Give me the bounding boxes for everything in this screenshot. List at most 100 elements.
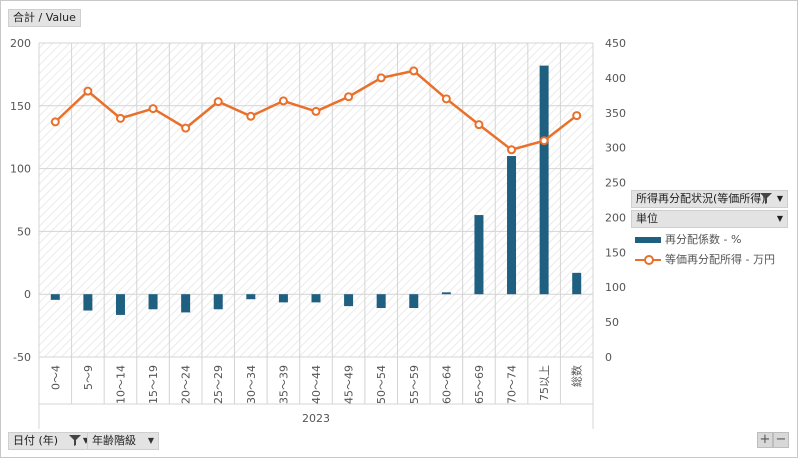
bar[interactable] <box>507 156 517 295</box>
line-point[interactable] <box>572 111 582 121</box>
category-label: 40～44 <box>310 365 323 404</box>
category-label: 60～64 <box>440 365 453 404</box>
left-axis: -50 0 50 100 150 200 <box>10 37 31 364</box>
date-field-label: 日付 (年) <box>13 434 59 447</box>
line-point[interactable] <box>507 145 517 155</box>
category-label: 55～59 <box>408 365 421 404</box>
line-point[interactable] <box>50 117 60 127</box>
category-axis: 0～4 5～9 10～14 15～19 20～24 25～29 30～34 35～39 40～4… <box>49 365 583 404</box>
category-label: 35～39 <box>277 365 290 404</box>
bar[interactable] <box>246 294 256 300</box>
right-axis: 0 50 100 150 200 250 300 350 400 450 <box>605 37 626 364</box>
bar[interactable] <box>539 65 549 295</box>
category-label: 0～4 <box>49 365 62 390</box>
line-point[interactable] <box>474 120 484 130</box>
category-label: 10～14 <box>114 365 127 404</box>
line-point[interactable] <box>344 92 354 102</box>
line-point[interactable] <box>115 113 125 123</box>
right-tick-label: 50 <box>605 316 619 329</box>
left-tick-label: 150 <box>10 100 31 113</box>
legend-field-label: 単位 <box>636 212 658 225</box>
legend: 所得再分配状況(等価所得) ▼ 単位 ▼ 再分配係数 - % 等価再分配所得 -… <box>631 190 788 270</box>
year-label: 2023 <box>302 412 330 425</box>
bar-series <box>50 65 582 315</box>
line-point[interactable] <box>409 66 419 76</box>
bar[interactable] <box>213 294 223 310</box>
bar[interactable] <box>572 272 582 295</box>
bar[interactable] <box>278 294 288 303</box>
right-tick-label: 200 <box>605 211 626 224</box>
line-point[interactable] <box>539 136 549 146</box>
right-tick-label: 450 <box>605 37 626 50</box>
age-field-label: 年齢階級 <box>92 434 136 447</box>
category-label: 5～9 <box>82 365 95 390</box>
bar[interactable] <box>311 294 321 303</box>
category-label: 75以上 <box>538 365 551 401</box>
filter-icon[interactable] <box>69 434 81 451</box>
right-tick-label: 400 <box>605 72 626 85</box>
line-point[interactable] <box>376 73 386 83</box>
left-tick-label: 0 <box>24 288 31 301</box>
line-point[interactable] <box>148 104 158 114</box>
category-label: 20～24 <box>180 365 193 404</box>
category-label: 70～74 <box>506 365 519 404</box>
zoom-in-button[interactable]: + <box>757 432 773 448</box>
value-field-label: 合計 / Value <box>13 11 76 24</box>
line-point[interactable] <box>278 96 288 106</box>
left-tick-label: 50 <box>17 225 31 238</box>
category-label: 総数 <box>570 365 584 387</box>
bar[interactable] <box>181 294 191 313</box>
bar[interactable] <box>344 294 354 307</box>
zoom-out-button[interactable]: − <box>773 432 789 448</box>
line-point[interactable] <box>83 86 93 96</box>
right-tick-label: 100 <box>605 281 626 294</box>
line-point[interactable] <box>181 123 191 133</box>
bar[interactable] <box>474 215 484 295</box>
category-label: 25～29 <box>212 365 225 404</box>
line-series <box>50 66 582 155</box>
right-tick-label: 150 <box>605 246 626 259</box>
left-tick-label: 200 <box>10 37 31 50</box>
chevron-down-icon[interactable]: ▼ <box>147 436 154 445</box>
date-field-button[interactable]: 日付 (年) ▼ <box>8 432 94 450</box>
line-point[interactable] <box>441 94 451 104</box>
bar[interactable] <box>50 294 60 300</box>
age-field-button[interactable]: 年齢階級 ▼ <box>87 432 159 450</box>
bar[interactable] <box>148 294 158 310</box>
line-point[interactable] <box>246 111 256 121</box>
plot-area <box>39 43 593 357</box>
legend-entry-line: 等価再分配所得 - 万円 <box>631 250 788 270</box>
legend-field-unit[interactable]: 単位 ▼ <box>631 210 788 228</box>
gridlines <box>38 42 594 429</box>
bar[interactable] <box>115 294 125 315</box>
right-tick-label: 300 <box>605 142 626 155</box>
legend-field-label: 所得再分配状況(等価所得) <box>636 192 766 205</box>
category-label: 45～49 <box>343 365 356 404</box>
right-tick-label: 250 <box>605 177 626 190</box>
bar[interactable] <box>376 294 386 309</box>
legend-marker-swatch <box>644 255 654 265</box>
bar[interactable] <box>441 292 451 295</box>
chevron-down-icon[interactable]: ▼ <box>776 214 783 223</box>
filter-icon[interactable] <box>760 192 772 209</box>
line-point[interactable] <box>213 97 223 107</box>
right-tick-label: 0 <box>605 351 612 364</box>
line-point[interactable] <box>311 106 321 116</box>
bar[interactable] <box>83 294 93 311</box>
value-field-button[interactable]: 合計 / Value <box>8 9 81 27</box>
legend-bar-swatch <box>635 237 661 243</box>
left-tick-label: 100 <box>10 163 31 176</box>
chevron-down-icon[interactable]: ▼ <box>776 194 783 203</box>
category-label: 50～54 <box>375 365 388 404</box>
left-tick-label: -50 <box>13 351 31 364</box>
legend-entry-label: 再分配係数 - % <box>665 233 742 246</box>
legend-entry-bar: 再分配係数 - % <box>631 230 788 250</box>
category-label: 15～19 <box>147 365 160 404</box>
legend-entry-label: 等価再分配所得 - 万円 <box>665 253 775 266</box>
legend-field-redistribution[interactable]: 所得再分配状況(等価所得) ▼ <box>631 190 788 208</box>
bar[interactable] <box>409 294 419 309</box>
category-label: 30～34 <box>245 365 258 404</box>
chevron-down-icon[interactable]: ▼ <box>82 436 89 445</box>
